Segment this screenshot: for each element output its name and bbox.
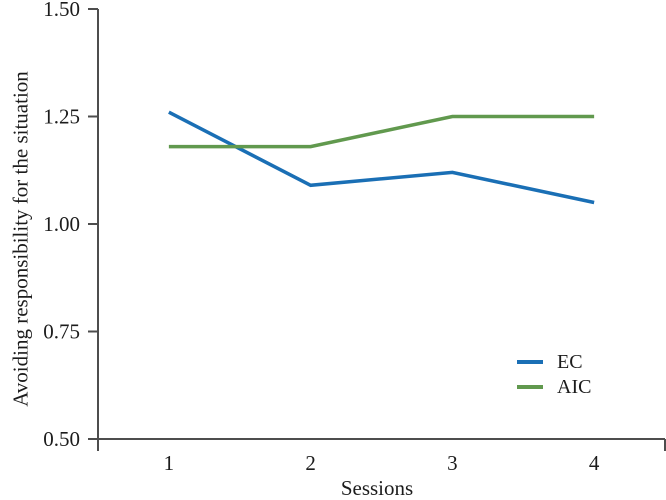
legend: EC AIC bbox=[517, 351, 591, 397]
y-tick-label: 1.50 bbox=[43, 0, 80, 21]
legend-item-aic: AIC bbox=[517, 376, 591, 397]
x-tick-label: 3 bbox=[447, 451, 458, 475]
legend-label-ec: EC bbox=[557, 350, 583, 373]
y-tick-label: 0.50 bbox=[43, 427, 80, 451]
y-tick-label: 0.75 bbox=[43, 320, 80, 344]
legend-swatch-aic bbox=[517, 384, 543, 389]
legend-item-ec: EC bbox=[517, 351, 591, 372]
x-axis-title: Sessions bbox=[340, 476, 414, 500]
series-line-ec bbox=[168, 110, 595, 205]
legend-swatch-ec bbox=[517, 359, 543, 364]
y-tick-label: 1.00 bbox=[43, 212, 80, 236]
series-line-aic bbox=[168, 114, 595, 149]
x-tick-label: 1 bbox=[164, 451, 175, 475]
y-tick-label: 1.25 bbox=[43, 105, 80, 129]
legend-label-aic: AIC bbox=[557, 375, 592, 398]
x-tick-label: 2 bbox=[305, 451, 316, 475]
x-tick-label: 4 bbox=[589, 451, 600, 475]
